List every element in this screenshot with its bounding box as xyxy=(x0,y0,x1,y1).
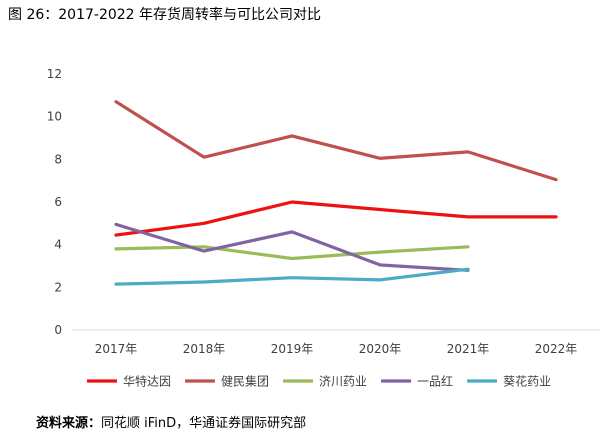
figure-title: 图 26：2017-2022 年存货周转率与可比公司对比 xyxy=(8,7,322,23)
legend-label: 济川药业 xyxy=(319,374,367,389)
x-tick-label: 2021年 xyxy=(447,342,490,356)
series-line-4 xyxy=(114,222,470,272)
legend-label: 健民集团 xyxy=(221,374,269,389)
series-line-5 xyxy=(114,267,470,286)
y-tick-label: 2 xyxy=(54,280,62,294)
x-tick-label: 2017年 xyxy=(95,342,138,356)
legend-label: 一品红 xyxy=(417,374,453,389)
x-tick-label: 2022年 xyxy=(535,342,578,356)
chart-legend: 华特达因 健民集团 济川药业 一品红 葵花药业 xyxy=(87,374,551,389)
chart-axes: 0 2 4 6 8 10 12 2017年 2018年 2019年 2020年 2021年 2022年 xyxy=(47,67,600,356)
source-label: 资料来源： xyxy=(36,416,102,431)
legend-label: 华特达因 xyxy=(123,374,171,389)
y-tick-label: 4 xyxy=(54,238,62,252)
y-tick-label: 6 xyxy=(54,195,62,209)
legend-label: 葵花药业 xyxy=(503,374,551,389)
x-tick-label: 2020年 xyxy=(359,342,402,356)
source-note: 资料来源：同花顺 iFinD，华通证券国际研究部 xyxy=(36,412,306,431)
y-tick-label: 10 xyxy=(47,110,62,124)
x-tick-label: 2019年 xyxy=(271,342,314,356)
series-line-1 xyxy=(114,200,558,237)
y-tick-label: 12 xyxy=(47,67,62,81)
series-line-2 xyxy=(114,100,558,182)
source-text: 同花顺 iFinD，华通证券国际研究部 xyxy=(101,416,307,431)
series-line-3 xyxy=(114,245,470,261)
y-tick-label: 8 xyxy=(54,152,62,166)
x-tick-label: 2018年 xyxy=(183,342,226,356)
chart-series xyxy=(114,100,558,286)
y-tick-label: 0 xyxy=(54,323,62,337)
